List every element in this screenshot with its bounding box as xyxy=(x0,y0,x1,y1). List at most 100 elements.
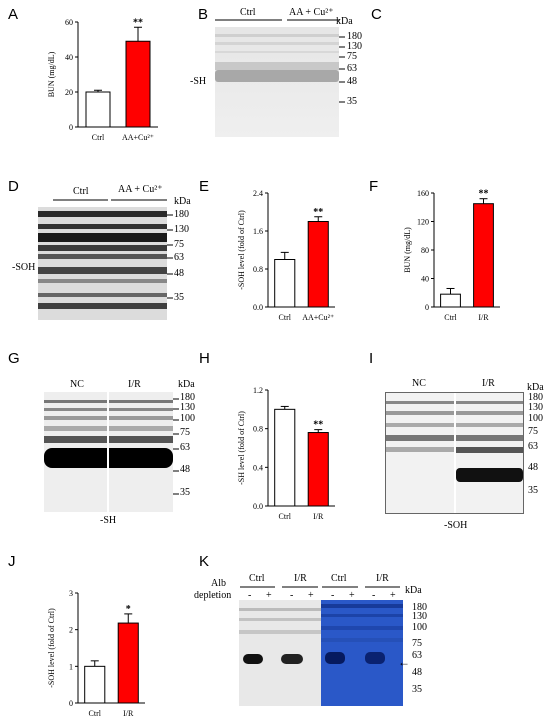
panel-letter-c: C xyxy=(371,6,382,23)
chart-a-ytick-label: 20 xyxy=(65,88,73,97)
blot-b-side-label: -SH xyxy=(190,76,207,87)
chart-f-ylabel: BUN (mg/dL) xyxy=(403,227,412,273)
blot-k-marker-35: 35 xyxy=(412,684,422,695)
chart-f-ytick-label: 120 xyxy=(417,218,429,227)
blot-i-marker-35: 35 xyxy=(528,485,538,496)
blot-k-lane-sign-4: + xyxy=(308,590,314,601)
blot-k-lane-sign-7: - xyxy=(372,590,376,601)
blot-i-kda: kDa xyxy=(527,382,544,393)
blot-k-marker-130: 130 xyxy=(412,611,427,622)
blot-d-group-aacu: AA + Cu²⁺ xyxy=(118,184,163,195)
chart-h-significance-1: ** xyxy=(313,420,323,431)
chart-f: 0 40 80 120 160 BUN (mg/dL) Ctrl ** I/R xyxy=(403,189,500,322)
blot-k-lane-sign-5: - xyxy=(331,590,335,601)
chart-j-ytick-label: 3 xyxy=(69,589,73,598)
chart-a-ylabel: BUN (mg/dL) xyxy=(47,51,56,97)
blot-k-lane-sign-2: + xyxy=(266,590,272,601)
blot-g-marker-180: 180 xyxy=(180,392,195,403)
blot-d-marker-75: 75 xyxy=(174,239,184,250)
blot-g-marker-63: 63 xyxy=(180,442,190,453)
blot-d-marker-ticks xyxy=(167,214,173,299)
blot-d-group-ctrl: Ctrl xyxy=(73,186,89,197)
panel-letter-d: D xyxy=(8,178,19,195)
blot-b-group-lines xyxy=(215,19,340,21)
blot-d-image xyxy=(38,207,167,320)
blot-g-marker-48: 48 xyxy=(180,464,190,475)
blot-i-marker-75: 75 xyxy=(528,426,538,437)
chart-h-ylabel: -SH level (fold of Ctrl) xyxy=(237,411,246,485)
chart-f-ytick-label: 80 xyxy=(421,246,429,255)
blot-k-marker-75: 75 xyxy=(412,638,422,649)
chart-e-ytick-label: 2.4 xyxy=(253,189,263,198)
chart-e: 0.0 0.8 1.6 2.4 -SOH level (fold of Ctrl) Ctr… xyxy=(237,189,335,322)
chart-e-ytick-label: 0.8 xyxy=(253,265,263,274)
blot-k-lane-sign-1: - xyxy=(248,590,252,601)
blot-k-marker-100: 100 xyxy=(412,622,427,633)
chart-f-significance-1: ** xyxy=(479,189,489,200)
blot-g-kda: kDa xyxy=(178,379,195,390)
blot-d-side-label: -SOH xyxy=(12,262,36,273)
blot-k-row-label: Alb xyxy=(211,578,226,589)
blot-b-marker-180: 180 xyxy=(347,31,362,42)
blot-i-marker-63: 63 xyxy=(528,441,538,452)
chart-j-ytick-label: 2 xyxy=(69,626,73,635)
panel-letter-e: E xyxy=(199,178,210,195)
blot-b-image xyxy=(215,27,339,137)
blot-k-gray-image xyxy=(239,600,321,706)
chart-a-bar-0 xyxy=(85,91,111,128)
blot-i-marker-130: 130 xyxy=(528,402,543,413)
panel-letter-k: K xyxy=(199,553,210,570)
blot-k-kda: kDa xyxy=(405,585,422,596)
blot-i-marker-180: 180 xyxy=(528,392,543,403)
chart-a-xtick-label-1: AA+Cu²⁺ xyxy=(122,133,154,142)
chart-e-ytick-label: 1.6 xyxy=(253,227,263,236)
panel-letter-g: G xyxy=(8,350,20,367)
panel-letter-f: F xyxy=(369,178,379,195)
chart-a-ytick-label: 40 xyxy=(65,53,73,62)
chart-h-xtick-label-0: Ctrl xyxy=(279,512,292,521)
blot-k-group-ir-1: I/R xyxy=(294,573,307,584)
blot-b-marker-75: 75 xyxy=(347,51,357,62)
blot-k-marker-180: 180 xyxy=(412,602,427,613)
chart-j-xtick-label-1: I/R xyxy=(123,709,134,718)
chart-j-ytick-label: 0 xyxy=(69,699,73,708)
blot-k-lane-sign-8: + xyxy=(390,590,396,601)
blot-d-kda: kDa xyxy=(174,196,191,207)
chart-j-significance-1: * xyxy=(126,604,131,615)
chart-h-xtick-label-1: I/R xyxy=(313,512,324,521)
blot-k-row-label2: depletion xyxy=(194,590,232,601)
chart-e-significance-1: ** xyxy=(313,207,323,218)
chart-h-ytick-label: 0.8 xyxy=(253,425,263,434)
blot-k-marker-63: 63 xyxy=(412,650,422,661)
chart-h-ytick-label: 0.0 xyxy=(253,502,263,511)
chart-f-xtick-label-1: I/R xyxy=(478,313,489,322)
panel-letter-a: A xyxy=(8,6,19,23)
chart-f-ytick-label: 160 xyxy=(417,189,429,198)
chart-a-significance-1: ** xyxy=(133,17,143,28)
blot-d-marker-130: 130 xyxy=(174,224,189,235)
blot-g-group-ir: I/R xyxy=(128,379,141,390)
panel-letter-j: J xyxy=(8,553,16,570)
blot-b-marker-48: 48 xyxy=(347,76,357,87)
blot-g-group-nc: NC xyxy=(70,379,84,390)
blot-g-marker-35: 35 xyxy=(180,487,190,498)
blot-k-group-ir-2: I/R xyxy=(376,573,389,584)
blot-k-lane-sign-3: - xyxy=(290,590,294,601)
blot-g-marker-130: 130 xyxy=(180,402,195,413)
blot-b-marker-63: 63 xyxy=(347,63,357,74)
blot-b-marker-130: 130 xyxy=(347,41,362,52)
blot-i-group-ir: I/R xyxy=(482,378,495,389)
panel-letter-b: B xyxy=(198,6,209,23)
blot-g-marker-100: 100 xyxy=(180,413,195,424)
blot-d-marker-35: 35 xyxy=(174,292,184,303)
blot-d-marker-180: 180 xyxy=(174,209,189,220)
chart-e-xtick-label-1: AA+Cu²⁺ xyxy=(302,313,334,322)
chart-f-ytick-label: 40 xyxy=(421,275,429,284)
blot-b-marker-35: 35 xyxy=(347,96,357,107)
chart-j-xtick-label-0: Ctrl xyxy=(89,709,102,718)
blot-i-bottom-label: -SOH xyxy=(444,520,468,531)
blot-b-marker-ticks xyxy=(339,36,345,103)
blot-i-marker-48: 48 xyxy=(528,462,538,473)
chart-a: 0 20 40 60 BUN (mg/dL) Ctrl ** AA+Cu²⁺ xyxy=(47,17,158,142)
